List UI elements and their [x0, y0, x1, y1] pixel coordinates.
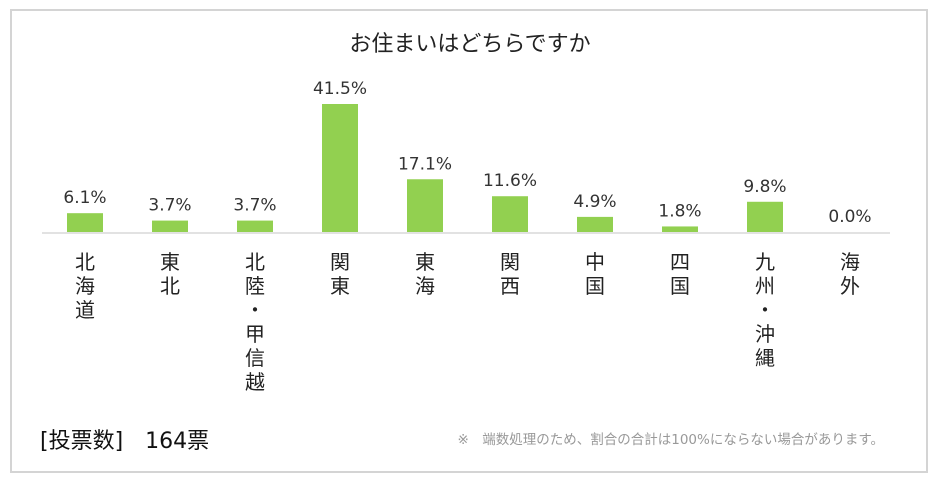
category-char: 関: [330, 250, 350, 274]
bar-2: [152, 220, 188, 232]
data-label-8: 1.8%: [658, 201, 701, 221]
category-label-1: 北海道: [65, 250, 105, 322]
vote-count: [投票数] 164票: [40, 423, 209, 455]
bar-3: [237, 220, 273, 232]
category-label-3: 北陸・甲信越: [235, 250, 275, 394]
category-char: ・: [245, 298, 265, 322]
category-char: 州: [755, 274, 775, 298]
category-char: 西: [500, 274, 520, 298]
category-char: 中: [585, 250, 605, 274]
category-char: ・: [755, 298, 775, 322]
category-char: 縄: [755, 346, 775, 370]
chart-frame: [10, 9, 928, 473]
category-char: 甲: [245, 322, 265, 346]
bar-8: [662, 226, 698, 232]
category-char: 東: [160, 250, 180, 274]
category-char: 四: [670, 250, 690, 274]
category-char: 北: [75, 250, 95, 274]
rounding-note: ※ 端数処理のため、割合の合計は100%にならない場合があります。: [457, 432, 884, 448]
category-char: 越: [245, 370, 265, 394]
data-label-4: 41.5%: [313, 79, 367, 99]
category-label-2: 東北: [150, 250, 190, 298]
data-label-10: 0.0%: [828, 207, 871, 227]
data-label-6: 11.6%: [483, 171, 537, 191]
category-char: 陸: [245, 274, 265, 298]
data-label-1: 6.1%: [63, 188, 106, 208]
data-label-5: 17.1%: [398, 154, 452, 174]
category-char: 北: [245, 250, 265, 274]
category-char: 海: [415, 274, 435, 298]
category-label-9: 九州・沖縄: [745, 250, 785, 370]
data-label-9: 9.8%: [743, 177, 786, 197]
bar-1: [67, 213, 103, 232]
bar-7: [577, 216, 613, 232]
category-char: 道: [75, 298, 95, 322]
category-char: 東: [415, 250, 435, 274]
category-char: 外: [840, 274, 860, 298]
category-label-4: 関東: [320, 250, 360, 298]
category-char: 沖: [755, 322, 775, 346]
category-char: 北: [160, 274, 180, 298]
data-label-2: 3.7%: [148, 196, 191, 216]
bar-4: [322, 104, 358, 232]
category-label-8: 四国: [660, 250, 700, 298]
category-char: 東: [330, 274, 350, 298]
category-char: 海: [75, 274, 95, 298]
category-label-6: 関西: [490, 250, 530, 298]
bar-9: [747, 201, 783, 232]
category-char: 信: [245, 346, 265, 370]
chart-title: お住まいはどちらですか: [349, 32, 591, 57]
category-char: 国: [585, 274, 605, 298]
bar-6: [492, 196, 528, 232]
category-char: 九: [755, 250, 775, 274]
category-char: 海: [840, 250, 860, 274]
category-char: 関: [500, 250, 520, 274]
bar-5: [407, 179, 443, 232]
category-char: 国: [670, 274, 690, 298]
data-label-7: 4.9%: [573, 192, 616, 212]
category-label-7: 中国: [575, 250, 615, 298]
votes-count: 164票: [145, 429, 210, 454]
category-label-5: 東海: [405, 250, 445, 298]
votes-label: [投票数]: [40, 429, 124, 454]
data-label-3: 3.7%: [233, 196, 276, 216]
category-label-10: 海外: [830, 250, 870, 298]
